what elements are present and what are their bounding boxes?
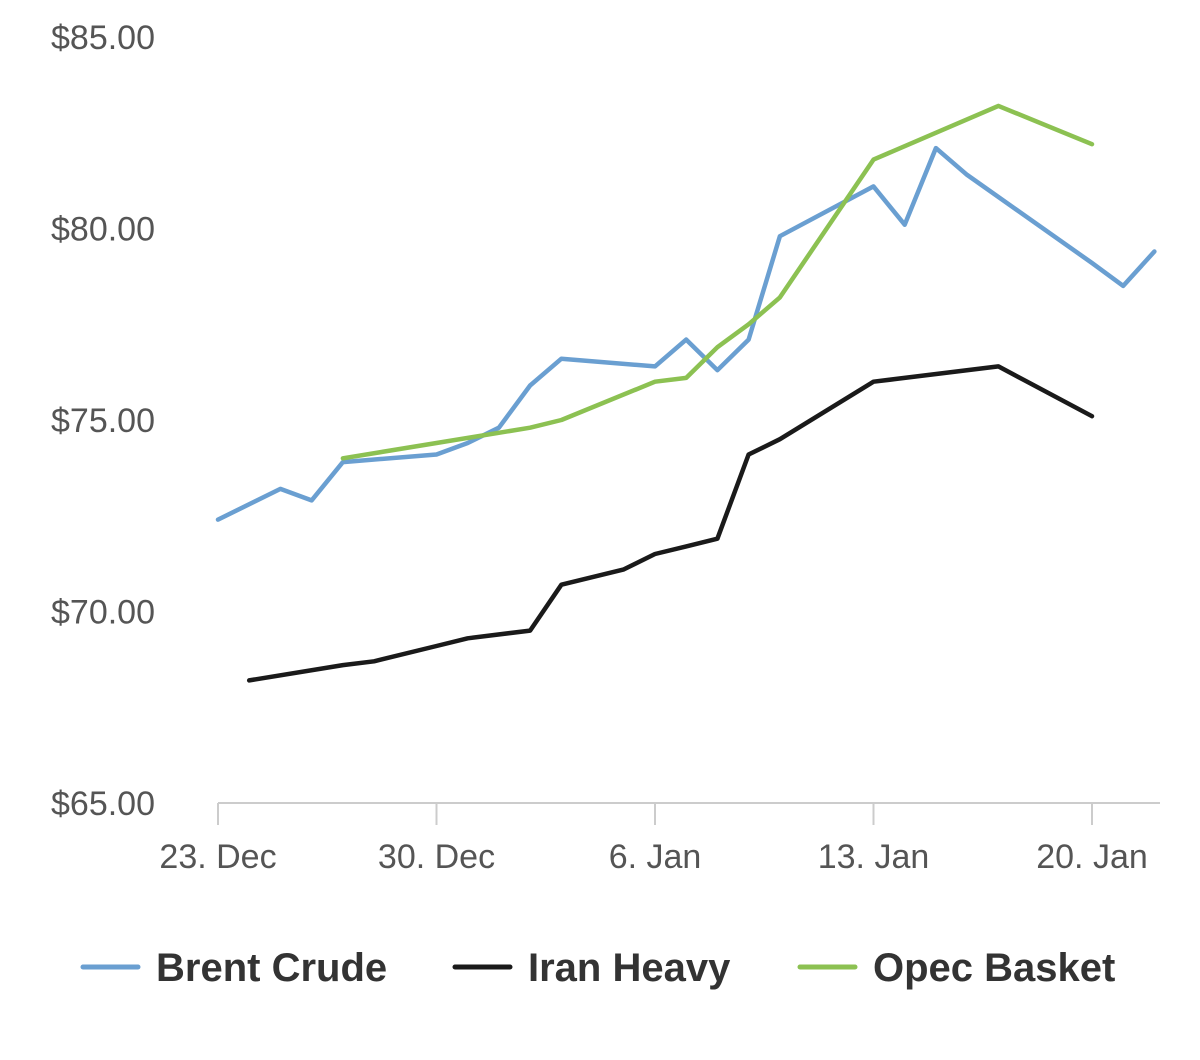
series-line-opec-basket bbox=[340, 103, 1095, 461]
x-tick-label: 13. Jan bbox=[818, 838, 930, 876]
x-tick-label: 6. Jan bbox=[609, 838, 702, 876]
y-tick-label: $75.00 bbox=[51, 402, 155, 440]
legend-label-iran-heavy: Iran Heavy bbox=[528, 946, 731, 990]
y-tick-label: $85.00 bbox=[51, 19, 155, 57]
x-tick-label: 30. Dec bbox=[378, 838, 495, 876]
series-line-brent-crude bbox=[215, 145, 1157, 522]
legend-label-opec-basket: Opec Basket bbox=[873, 946, 1115, 990]
y-tick-label: $70.00 bbox=[51, 594, 155, 632]
y-tick-label: $65.00 bbox=[51, 785, 155, 823]
series-line-iran-heavy bbox=[246, 364, 1095, 683]
x-tick-label: 20. Jan bbox=[1036, 838, 1148, 876]
legend-label-brent-crude: Brent Crude bbox=[156, 946, 387, 990]
series-layer bbox=[215, 103, 1157, 683]
y-tick-label: $80.00 bbox=[51, 211, 155, 249]
x-axis: 23. Dec 30. Dec 6. Jan 13. Jan 20. Jan bbox=[159, 802, 1160, 876]
legend: Brent Crude Iran Heavy Opec Basket bbox=[80, 946, 1115, 990]
x-tick-label: 23. Dec bbox=[159, 838, 276, 876]
y-axis: $85.00 $80.00 $75.00 $70.00 $65.00 bbox=[51, 19, 155, 823]
